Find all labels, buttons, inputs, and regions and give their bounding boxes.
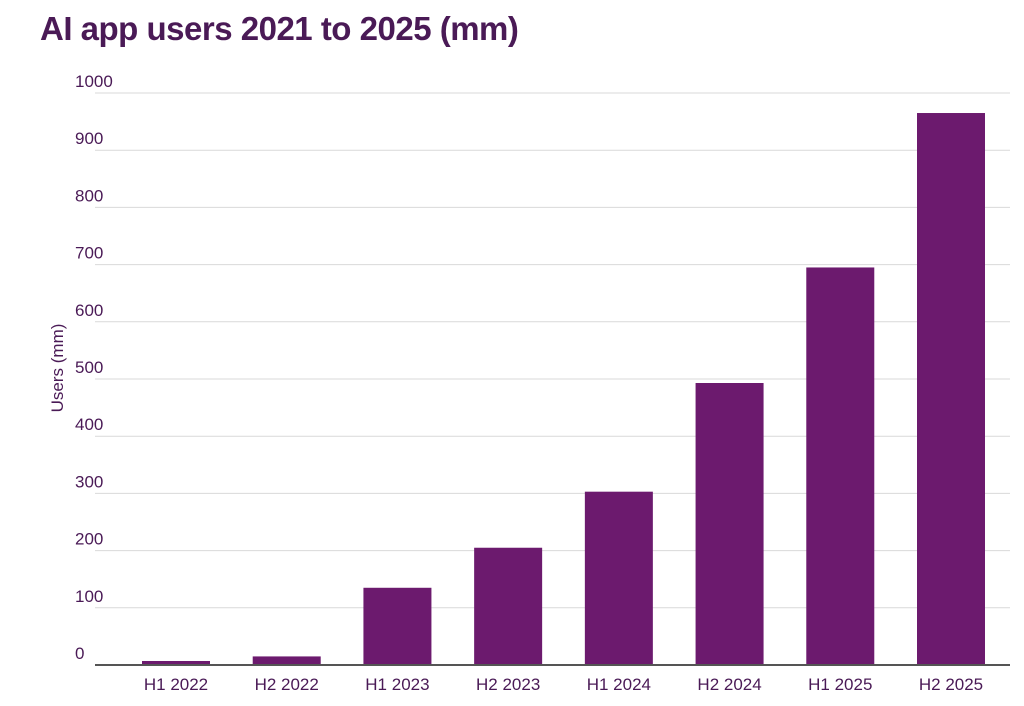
- x-tick-label: H1 2023: [365, 675, 429, 694]
- grid-lines: [95, 92, 1010, 609]
- bars: [142, 113, 985, 665]
- bar-h1-2023: [363, 587, 432, 665]
- y-tick-label: 500: [75, 358, 103, 377]
- bar-h1-2025: [806, 267, 875, 665]
- y-tick-label: 100: [75, 587, 103, 606]
- y-tick-label: 1000: [75, 72, 113, 91]
- y-tick-label: 200: [75, 530, 103, 549]
- bar-h1-2024: [584, 491, 653, 665]
- y-axis-label: Users (mm): [48, 324, 67, 413]
- y-tick-label: 0: [75, 644, 84, 663]
- x-axis-ticks: H1 2022 H2 2022 H1 2023 H2 2023 H1 2024 H2 20…: [144, 675, 983, 694]
- x-tick-label: H2 2023: [476, 675, 540, 694]
- x-tick-label: H2 2024: [697, 675, 761, 694]
- y-tick-label: 600: [75, 301, 103, 320]
- x-tick-label: H2 2022: [255, 675, 319, 694]
- x-tick-label: H1 2025: [808, 675, 872, 694]
- chart-title: AI app users 2021 to 2025 (mm): [40, 10, 519, 47]
- x-tick-label: H1 2022: [144, 675, 208, 694]
- x-tick-label: H1 2024: [587, 675, 651, 694]
- bar-h1-2022: [142, 660, 210, 665]
- y-tick-label: 700: [75, 244, 103, 263]
- bar-h2-2024: [695, 383, 764, 665]
- bar-h2-2025: [917, 113, 985, 665]
- y-tick-label: 400: [75, 415, 103, 434]
- y-tick-label: 300: [75, 472, 103, 491]
- bar-h2-2022: [252, 656, 321, 665]
- x-tick-label: H2 2025: [919, 675, 983, 694]
- bar-h2-2023: [474, 547, 543, 665]
- y-tick-label: 900: [75, 129, 103, 148]
- y-axis-ticks: 0 100 200 300 400 500 600 700 800 900 1000: [75, 72, 113, 663]
- y-tick-label: 800: [75, 186, 103, 205]
